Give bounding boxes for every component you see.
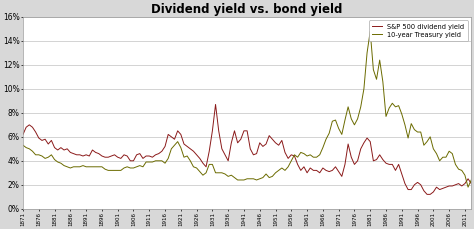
- 10-year Treasury yield: [468, 179, 474, 181]
- S&P 500 dividend yield: [58, 146, 64, 149]
- Title: Dividend yield vs. bond yield: Dividend yield vs. bond yield: [151, 3, 343, 16]
- 10-year Treasury yield: [367, 30, 373, 33]
- S&P 500 dividend yield: [172, 138, 177, 141]
- 10-year Treasury yield: [20, 144, 26, 147]
- 10-year Treasury yield: [465, 186, 471, 188]
- S&P 500 dividend yield: [424, 193, 430, 196]
- S&P 500 dividend yield: [468, 182, 474, 185]
- S&P 500 dividend yield: [137, 152, 143, 155]
- S&P 500 dividend yield: [203, 165, 209, 168]
- Line: S&P 500 dividend yield: S&P 500 dividend yield: [23, 104, 471, 194]
- 10-year Treasury yield: [172, 144, 177, 147]
- 10-year Treasury yield: [219, 172, 225, 174]
- S&P 500 dividend yield: [213, 103, 219, 106]
- 10-year Treasury yield: [36, 153, 42, 156]
- 10-year Treasury yield: [203, 172, 209, 174]
- Line: 10-year Treasury yield: 10-year Treasury yield: [23, 31, 471, 187]
- S&P 500 dividend yield: [36, 137, 42, 139]
- S&P 500 dividend yield: [222, 153, 228, 156]
- 10-year Treasury yield: [58, 162, 64, 165]
- Legend: S&P 500 dividend yield, 10-year Treasury yield: S&P 500 dividend yield, 10-year Treasury…: [369, 20, 468, 41]
- 10-year Treasury yield: [137, 164, 143, 167]
- S&P 500 dividend yield: [20, 133, 26, 136]
